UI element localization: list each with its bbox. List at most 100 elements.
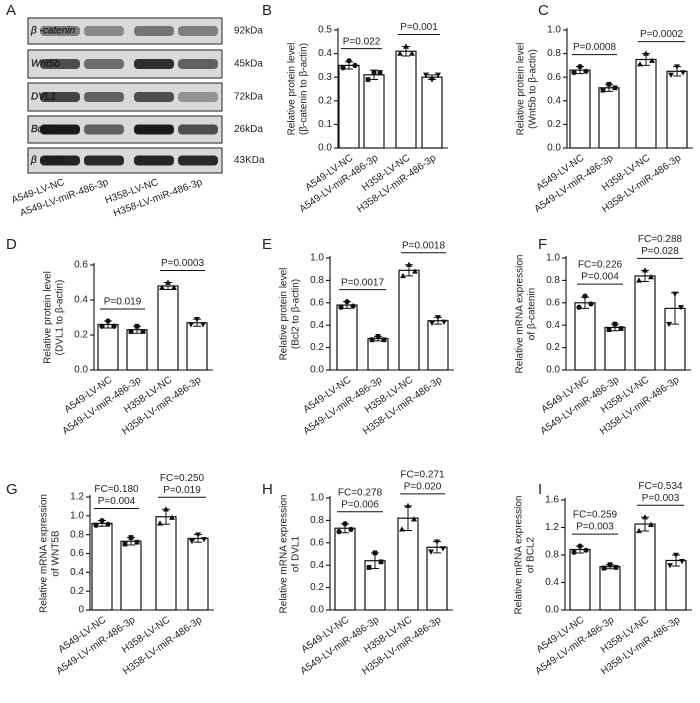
bar [397, 517, 419, 611]
y-tick-label: 0.1 [318, 119, 332, 130]
blot-row-label: DVL1 [31, 92, 56, 103]
data-point [369, 337, 375, 343]
y-tick-label: 0.5 [318, 25, 332, 36]
bar [421, 76, 443, 149]
data-point [99, 323, 105, 329]
blot-band [134, 92, 174, 102]
y-tick-label: 1.2 [70, 492, 84, 503]
blot-strip [27, 17, 223, 45]
y-tick-label: 0.4 [74, 295, 88, 306]
data-point [105, 521, 111, 527]
bar [569, 69, 591, 149]
y-tick-label: 0.6 [70, 548, 84, 559]
blot-band [40, 59, 80, 69]
data-point [375, 334, 381, 339]
y-axis-label: (β-catenin to β-actin) [299, 43, 310, 135]
data-point [429, 77, 435, 83]
y-tick-label: 0.4 [310, 560, 324, 571]
data-point [673, 552, 679, 558]
data-point [637, 61, 643, 67]
p-value: P=0.020 [404, 481, 442, 492]
y-tick-label: 0.4 [318, 48, 332, 59]
panel-letter: A [6, 2, 16, 19]
p-value: P=0.006 [341, 499, 379, 510]
y-tick-label: 0.0 [318, 143, 332, 154]
y-axis-label: (Bcl2 to β-actin) [291, 279, 302, 349]
data-point [366, 565, 372, 570]
y-tick-label: 0.6 [546, 297, 560, 308]
bar [635, 58, 657, 149]
bar [604, 326, 626, 371]
blot-row-label: β -Actin [30, 155, 65, 166]
data-point [165, 279, 171, 285]
data-point [576, 304, 582, 310]
bar [120, 540, 142, 611]
data-point [409, 50, 415, 56]
blot-band [178, 26, 218, 36]
y-axis-label: Relative protein level [43, 271, 54, 364]
y-tick-label: 0.0 [545, 605, 559, 616]
data-point [344, 299, 350, 305]
p-value: P=0.0002 [640, 29, 684, 40]
data-point [163, 506, 169, 512]
p-value: P=0.019 [163, 485, 201, 496]
panel-letter: G [6, 481, 18, 498]
bar [126, 329, 148, 371]
data-point [378, 559, 384, 565]
data-point [111, 323, 117, 329]
data-point [606, 81, 612, 87]
y-axis-label: (Wnt5b to β-actin) [528, 49, 539, 129]
data-point [377, 70, 383, 75]
blot-band [134, 59, 174, 69]
y-axis-label: of β-catenin [527, 288, 538, 340]
bar [157, 285, 179, 371]
fold-change: FC=0.288 [638, 234, 683, 245]
data-point [666, 321, 672, 328]
y-axis-label: of BCL2 [526, 536, 537, 573]
bar [155, 516, 177, 611]
blot-band [84, 59, 124, 69]
data-point [672, 291, 678, 297]
blot-band [178, 59, 218, 69]
data-point [105, 318, 111, 324]
bar [367, 338, 389, 371]
data-point [200, 322, 206, 328]
p-value: P=0.0008 [573, 42, 617, 53]
p-value: P=0.004 [581, 272, 619, 283]
blot-row-label: β -catenin [30, 26, 76, 37]
data-point [674, 64, 680, 70]
data-point [134, 323, 140, 329]
fold-change: FC=0.534 [638, 481, 683, 492]
data-point [348, 526, 354, 532]
bar [666, 70, 688, 149]
data-point [381, 337, 387, 343]
blot-band [178, 124, 218, 135]
y-axis-label: Relative mRNA expression [514, 496, 525, 615]
blot-row-label: Wnt5b [31, 59, 60, 70]
data-point [600, 87, 606, 93]
bar [338, 64, 360, 149]
fold-change: FC=0.226 [578, 260, 623, 271]
panel-letter: H [262, 481, 273, 498]
y-tick-label: 0.2 [547, 119, 561, 130]
y-axis-label: Relative mRNA expression [515, 255, 526, 374]
blot-row-label: Bcl2 [31, 124, 51, 135]
blot-band [40, 155, 80, 166]
y-tick-label: 0.0 [310, 605, 324, 616]
data-point [128, 329, 134, 334]
y-tick-label: 0.2 [318, 95, 332, 106]
data-point [128, 535, 134, 540]
data-point [577, 543, 583, 549]
data-point [122, 541, 128, 547]
blot-band [40, 26, 80, 36]
data-point [423, 72, 429, 78]
bar [395, 50, 417, 149]
data-point [400, 272, 406, 279]
y-tick-label: 0.8 [546, 275, 560, 286]
blot-band [84, 155, 124, 166]
data-point [642, 514, 648, 520]
data-point [643, 50, 649, 56]
data-point [649, 57, 655, 63]
blot-size-label: 72kDa [234, 92, 263, 103]
